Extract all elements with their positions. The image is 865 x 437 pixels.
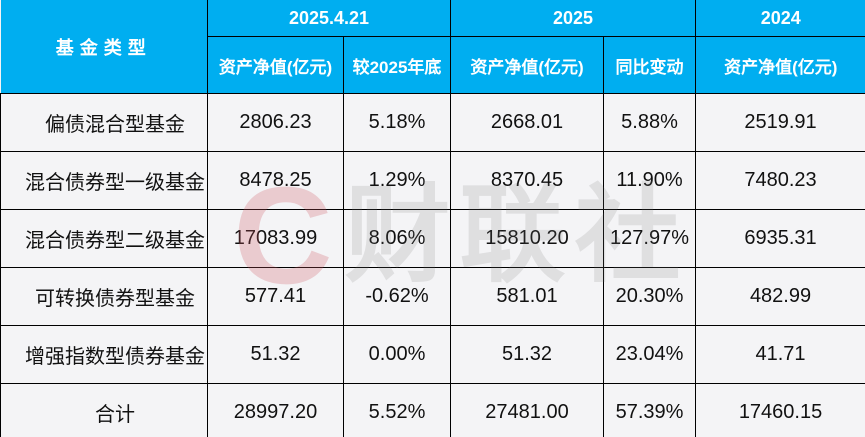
subheader-nav-2025: 资产净值(亿元) — [450, 36, 605, 94]
chg-cell: 8.06% — [342, 209, 452, 268]
header-sub-row: 资产净值(亿元) 较2025年底 资产净值(亿元) 同比变动 资产净值(亿元) — [1, 36, 865, 94]
fund-type-cell: 混合债券型二级基金 — [0, 209, 208, 268]
table-body: 偏债混合型基金 2806.23 5.18% 2668.01 5.88% 2519… — [0, 93, 865, 437]
nav-20250421-cell: 51.32 — [207, 325, 344, 384]
header-group-row: 基金类型 2025.4.21 2025 2024 — [0, 0, 865, 94]
table-row: 偏债混合型基金 2806.23 5.18% 2668.01 5.88% 2519… — [0, 93, 865, 152]
nav-2025-cell: 2668.01 — [450, 93, 605, 152]
nav-2024-cell: 7480.23 — [695, 151, 865, 210]
yoy-cell: 23.04% — [603, 325, 697, 384]
yoy-cell: 5.88% — [603, 93, 697, 152]
nav-2024-cell: 2519.91 — [695, 93, 865, 152]
nav-20250421-cell: 17083.99 — [207, 209, 344, 268]
chg-cell: 0.00% — [342, 325, 452, 384]
nav-20250421-cell: 2806.23 — [207, 93, 344, 152]
nav-2024-cell: 482.99 — [695, 267, 865, 326]
fund-type-cell: 可转换债券型基金 — [0, 267, 208, 326]
table-row-total: 合计 28997.20 5.52% 27481.00 57.39% 17460.… — [0, 383, 865, 437]
group-header-2024: 2024 — [695, 0, 865, 37]
table-row: 混合债券型一级基金 8478.25 1.29% 8370.45 11.90% 7… — [0, 151, 865, 210]
corner-header-fund-type: 基金类型 — [0, 0, 208, 94]
fund-type-cell: 偏债混合型基金 — [0, 93, 208, 152]
nav-2024-cell: 6935.31 — [695, 209, 865, 268]
nav-20250421-cell: 577.41 — [207, 267, 344, 326]
chg-cell: -0.62% — [342, 267, 452, 326]
chg-cell: 5.18% — [342, 93, 452, 152]
nav-2025-cell: 27481.00 — [450, 383, 605, 437]
subheader-nav-2024: 资产净值(亿元) — [695, 36, 865, 94]
table-row: 可转换债券型基金 577.41 -0.62% 581.01 20.30% 482… — [0, 267, 865, 326]
nav-20250421-cell: 28997.20 — [207, 383, 344, 437]
yoy-cell: 57.39% — [603, 383, 697, 437]
chg-cell: 5.52% — [342, 383, 452, 437]
subheader-yoy-change: 同比变动 — [603, 36, 697, 94]
nav-2025-cell: 581.01 — [450, 267, 605, 326]
nav-20250421-cell: 8478.25 — [207, 151, 344, 210]
nav-2024-cell: 17460.15 — [695, 383, 865, 437]
subheader-chg-vs-2025-end: 较2025年底 — [342, 36, 452, 94]
nav-2025-cell: 51.32 — [450, 325, 605, 384]
subheader-nav-20250421: 资产净值(亿元) — [207, 36, 344, 94]
table-row: 增强指数型债券基金 51.32 0.00% 51.32 23.04% 41.71 — [0, 325, 865, 384]
yoy-cell: 127.97% — [603, 209, 697, 268]
chg-cell: 1.29% — [342, 151, 452, 210]
yoy-cell: 11.90% — [603, 151, 697, 210]
nav-2024-cell: 41.71 — [695, 325, 865, 384]
fund-type-cell: 混合债券型一级基金 — [0, 151, 208, 210]
fund-type-cell: 增强指数型债券基金 — [0, 325, 208, 384]
table-row: 混合债券型二级基金 17083.99 8.06% 15810.20 127.97… — [0, 209, 865, 268]
yoy-cell: 20.30% — [603, 267, 697, 326]
nav-2025-cell: 15810.20 — [450, 209, 605, 268]
group-header-2025: 2025 — [450, 0, 697, 37]
group-header-2025-04-21: 2025.4.21 — [206, 0, 452, 37]
table-header: 基金类型 2025.4.21 2025 2024 资产净值(亿元) 较2025年… — [0, 0, 865, 94]
fund-type-total-cell: 合计 — [0, 383, 208, 437]
nav-2025-cell: 8370.45 — [450, 151, 605, 210]
